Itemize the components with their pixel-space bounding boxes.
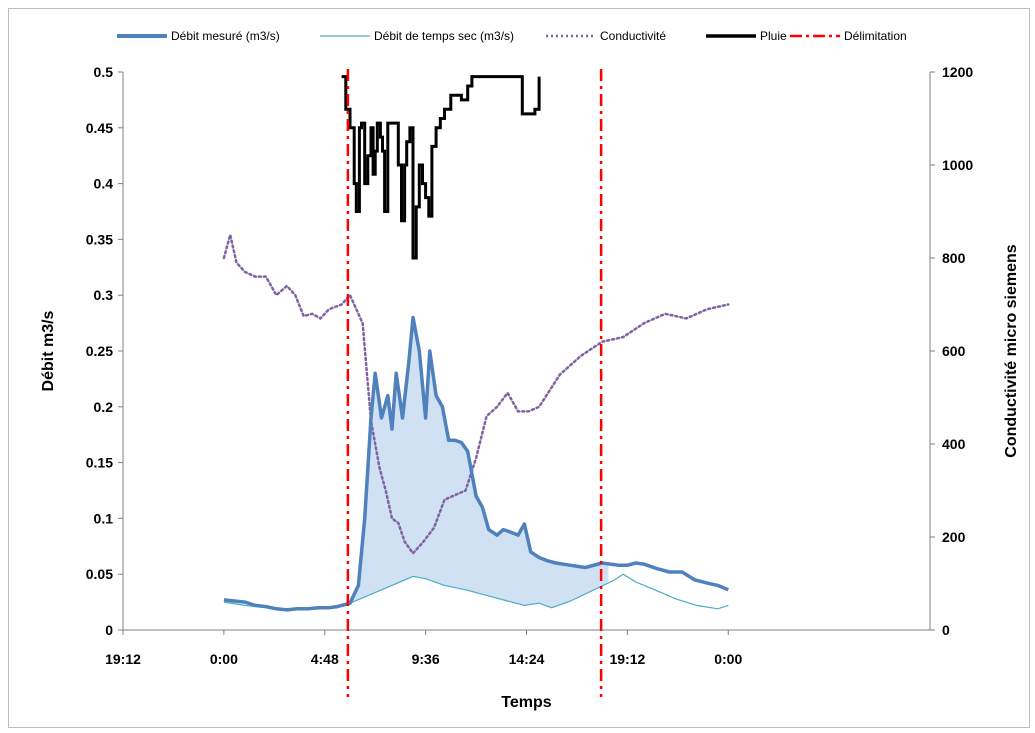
- x-tick-label: 0:00: [714, 651, 742, 667]
- y-right-tick-label: 400: [942, 436, 966, 452]
- y-left-tick-label: 0.3: [94, 287, 114, 303]
- chart-frame: [8, 8, 1030, 728]
- y-left-tick-label: 0.45: [86, 120, 113, 136]
- legend-debit-temps-sec-label: Débit de temps sec (m3/s): [374, 29, 514, 43]
- x-tick-label: 19:12: [609, 651, 645, 667]
- series-area-shading: [341, 317, 609, 608]
- y-left-tick-label: 0.1: [94, 510, 114, 526]
- y-left-tick-label: 0.25: [86, 343, 113, 359]
- x-tick-label: 9:36: [412, 651, 440, 667]
- y-right-tick-label: 0: [942, 622, 950, 638]
- y-left-tick-label: 0.15: [86, 455, 113, 471]
- y-left-tick-label: 0: [105, 622, 113, 638]
- y-right-tick-label: 200: [942, 529, 966, 545]
- y-left-tick-label: 0.2: [94, 399, 114, 415]
- series-conductivite-line: [222, 234, 730, 556]
- y-right-tick-label: 1200: [942, 64, 973, 80]
- y-right-tick-label: 800: [942, 250, 966, 266]
- y-left-tick-label: 0.4: [94, 176, 114, 192]
- y-right-tick-label: 1000: [942, 157, 973, 173]
- y-axis-left-title: Débit m3/s: [40, 310, 57, 391]
- y-left-tick-label: 0.05: [86, 566, 113, 582]
- y-right-tick-label: 600: [942, 343, 966, 359]
- series-pluie-line: [341, 75, 541, 260]
- y-axis-right-title: Conductivité micro siemens: [1003, 244, 1020, 457]
- x-tick-label: 14:24: [509, 651, 545, 667]
- x-tick-label: 19:12: [105, 651, 141, 667]
- legend-delimitation-label: Délimitation: [844, 29, 907, 43]
- legend-pluie-label: Pluie: [760, 29, 787, 43]
- y-left-tick-label: 0.5: [94, 64, 114, 80]
- series-debit-mesure-line: [223, 315, 729, 612]
- legend-conductivite-label: Conductivité: [600, 29, 666, 43]
- legend-debit-mesure-label: Débit mesuré (m3/s): [171, 29, 280, 43]
- x-tick-label: 4:48: [311, 651, 339, 667]
- x-tick-label: 0:00: [210, 651, 238, 667]
- y-left-tick-label: 0.35: [86, 231, 113, 247]
- x-axis-title: Temps: [501, 694, 551, 711]
